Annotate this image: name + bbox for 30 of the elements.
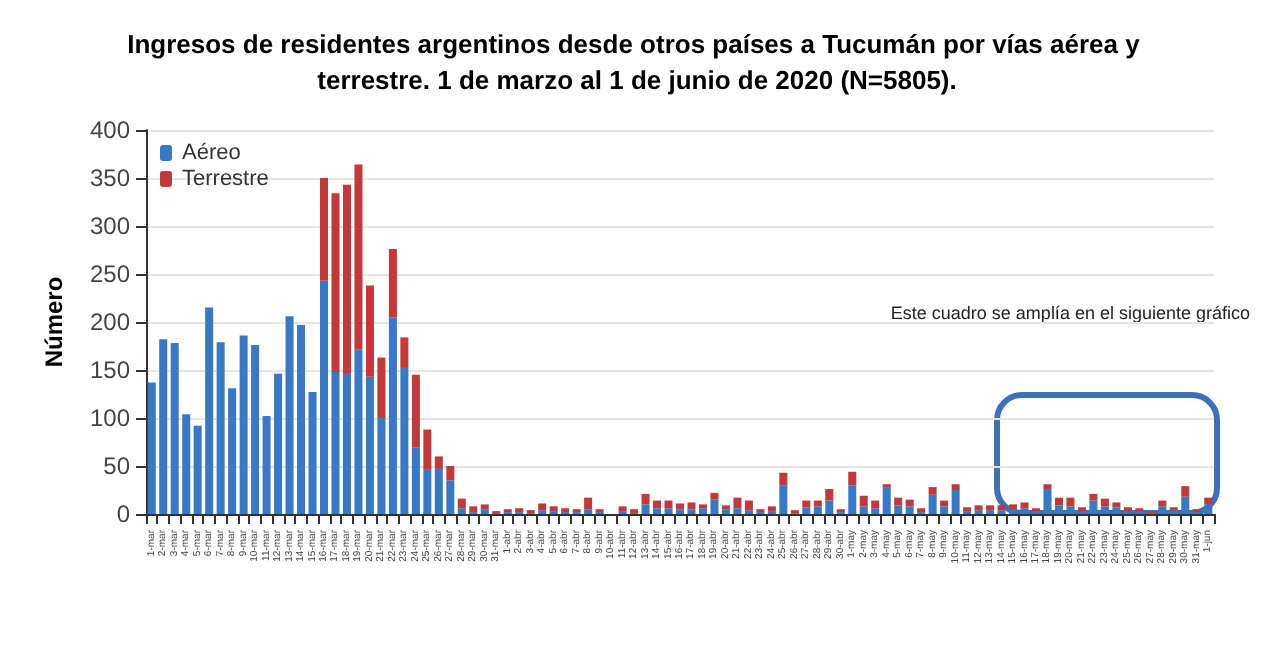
y-tick-label: 150 [89, 356, 131, 384]
y-tick-label: 200 [89, 308, 131, 336]
y-tick-label: 50 [103, 452, 131, 480]
y-tick-label: 250 [89, 260, 131, 288]
annotation: Este cuadro se amplía en el siguiente gráfico [890, 303, 1251, 323]
bar [480, 504, 489, 510]
legend-label: Aéreo [182, 141, 241, 165]
bar [388, 249, 397, 318]
y-tick-label: 350 [89, 164, 131, 192]
y-tick-label: 300 [89, 212, 131, 240]
bar [538, 503, 547, 511]
bar [848, 471, 857, 486]
bar [894, 497, 903, 506]
bar [1181, 486, 1190, 497]
bar [928, 487, 937, 495]
bar [951, 484, 960, 490]
bar [400, 337, 409, 368]
bar [767, 506, 776, 512]
bar [1089, 493, 1098, 501]
bar [1043, 484, 1052, 490]
y-tick-label: 400 [89, 116, 131, 144]
y-tick-label: 0 [116, 500, 131, 528]
legend-label: Terrestre [182, 167, 269, 191]
bar [584, 497, 593, 510]
bar [710, 492, 719, 500]
bar [779, 472, 788, 486]
bar [825, 489, 834, 501]
y-axis-title: Número [40, 276, 68, 368]
chart-title: Ingresos de residentes argentinos desde otros países a Tucumán por vías aérea y terrestre. 1 de marzo al 1 de junio de 2020 (N=5805). [127, 29, 1147, 95]
y-tick-label: 100 [89, 404, 131, 432]
